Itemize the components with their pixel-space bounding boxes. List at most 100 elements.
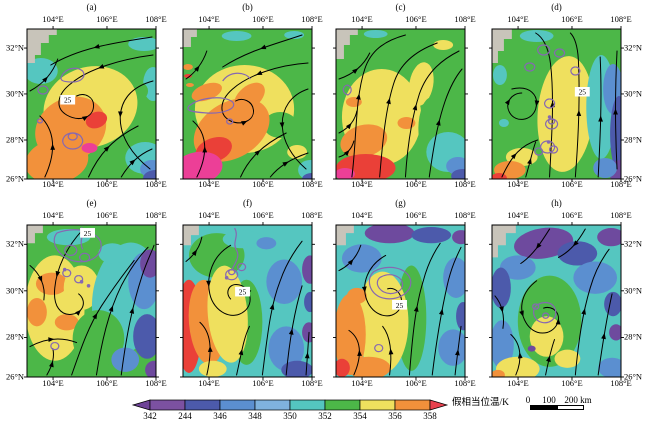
streamline-arrowhead xyxy=(238,348,244,356)
map-frame xyxy=(26,28,157,180)
panel-title-h: (h) xyxy=(551,198,562,208)
colorbar-segment xyxy=(289,399,326,411)
scalebar-tick-0: 0 xyxy=(525,395,531,405)
lat-label-right: 30°N xyxy=(624,88,643,99)
precip-contour xyxy=(225,268,239,281)
field-region-orange xyxy=(27,297,47,327)
streamline-arrowhead xyxy=(37,275,43,283)
streamline-arrowhead xyxy=(304,352,310,359)
lat-label-left: 30°N xyxy=(5,88,24,99)
streamline-arrowhead xyxy=(519,310,524,317)
map-frame xyxy=(491,28,622,180)
streamline-arrowhead xyxy=(347,259,354,266)
streamline-arrowhead xyxy=(194,65,200,72)
lon-label-bottom: 104°E xyxy=(198,378,220,388)
streamline-arrowhead xyxy=(282,161,289,167)
precip-contour-core xyxy=(62,267,67,272)
streamline xyxy=(379,42,438,178)
plateau-mask xyxy=(183,225,199,246)
colorbar-segment xyxy=(149,399,186,411)
precip-contour xyxy=(374,343,384,353)
field-region-orange xyxy=(340,124,388,158)
contour-value-label: 25 xyxy=(574,87,590,97)
streamline-arrowhead xyxy=(50,143,56,150)
field-region-indigo xyxy=(411,227,452,244)
lon-label-top: 106°E xyxy=(96,14,118,24)
streamline xyxy=(569,32,580,178)
field-region-yellow xyxy=(495,356,540,377)
precip-contour-core xyxy=(86,283,91,288)
precip-contour xyxy=(342,84,352,96)
field-region-orange xyxy=(27,138,89,179)
colorbar-tick-label: 348 xyxy=(248,411,262,421)
map-frame xyxy=(26,224,157,378)
map-frame xyxy=(182,224,313,378)
streamline xyxy=(408,242,441,376)
lon-label-top: 104°E xyxy=(198,210,220,220)
colorbar-tick-label: 244 xyxy=(178,411,192,421)
streamline-arrowhead xyxy=(357,349,362,356)
field-region-purple xyxy=(145,360,156,377)
precip-contour xyxy=(532,303,540,310)
lon-label-top: 106°E xyxy=(252,210,274,220)
field-region-indigo xyxy=(302,173,312,179)
streamline-arrowhead xyxy=(386,97,391,105)
streamline xyxy=(95,246,149,376)
field-region-blue xyxy=(268,326,305,371)
lon-label-top: 108°E xyxy=(301,210,323,220)
lat-label-right: 26°N xyxy=(624,173,643,184)
precip-contour xyxy=(544,98,556,109)
field-region-teal xyxy=(284,31,305,39)
field-region-orange xyxy=(54,314,79,331)
field-region-teal xyxy=(27,58,58,84)
streamline-arrowhead xyxy=(455,349,460,356)
field-region-orange xyxy=(346,356,391,377)
streamline xyxy=(348,329,360,376)
field-region-red xyxy=(183,74,192,78)
field-region-teal xyxy=(221,31,252,41)
plateau-mask xyxy=(27,225,43,244)
panel-a-map: 25 xyxy=(24,26,159,182)
colorbar-tick-label: 356 xyxy=(388,411,402,421)
streamline xyxy=(428,68,463,178)
lon-label-top: 108°E xyxy=(454,210,476,220)
field-region-indigo xyxy=(604,291,621,317)
svg-text:25: 25 xyxy=(239,288,247,297)
streamline-arrowhead xyxy=(49,360,54,368)
precip-contour xyxy=(570,66,581,76)
field-region-orange xyxy=(185,83,194,87)
streamline xyxy=(120,244,155,376)
field-region-blue xyxy=(598,357,621,377)
lon-label-bottom: 104°E xyxy=(351,378,373,388)
lon-label-bottom: 106°E xyxy=(405,179,427,189)
lon-label-bottom: 108°E xyxy=(145,378,167,388)
field-region-purple xyxy=(597,228,621,247)
field-region-indigo xyxy=(456,302,465,331)
colorbar-tick-label: 350 xyxy=(283,411,297,421)
field-region-yellow xyxy=(63,265,100,311)
colorbar-tick-label: 352 xyxy=(318,411,332,421)
streamline xyxy=(364,254,403,317)
lon-label-top: 106°E xyxy=(405,210,427,220)
lat-label-left: 28°N xyxy=(5,134,24,145)
field-region-blue xyxy=(573,261,618,294)
precip-contour xyxy=(60,67,85,83)
streamline-arrowhead xyxy=(413,305,419,312)
streamline-arrowhead xyxy=(504,98,511,106)
precip-contour xyxy=(553,48,566,58)
field-region-magenta xyxy=(81,143,98,153)
field-region-indigo xyxy=(451,169,465,179)
lon-label-bottom: 108°E xyxy=(610,378,632,388)
precip-contour xyxy=(228,268,236,276)
lon-label-top: 104°E xyxy=(198,14,220,24)
lon-label-bottom: 106°E xyxy=(96,378,118,388)
precip-contour xyxy=(534,147,544,156)
field-region-teal xyxy=(222,230,263,249)
streamline-arrowhead xyxy=(581,308,586,315)
precip-contour xyxy=(368,266,412,300)
streamline-arrowhead xyxy=(352,68,359,74)
lon-label-bottom: 106°E xyxy=(561,179,583,189)
colorbar-tick-label: 358 xyxy=(423,411,437,421)
precip-contour xyxy=(67,132,78,141)
